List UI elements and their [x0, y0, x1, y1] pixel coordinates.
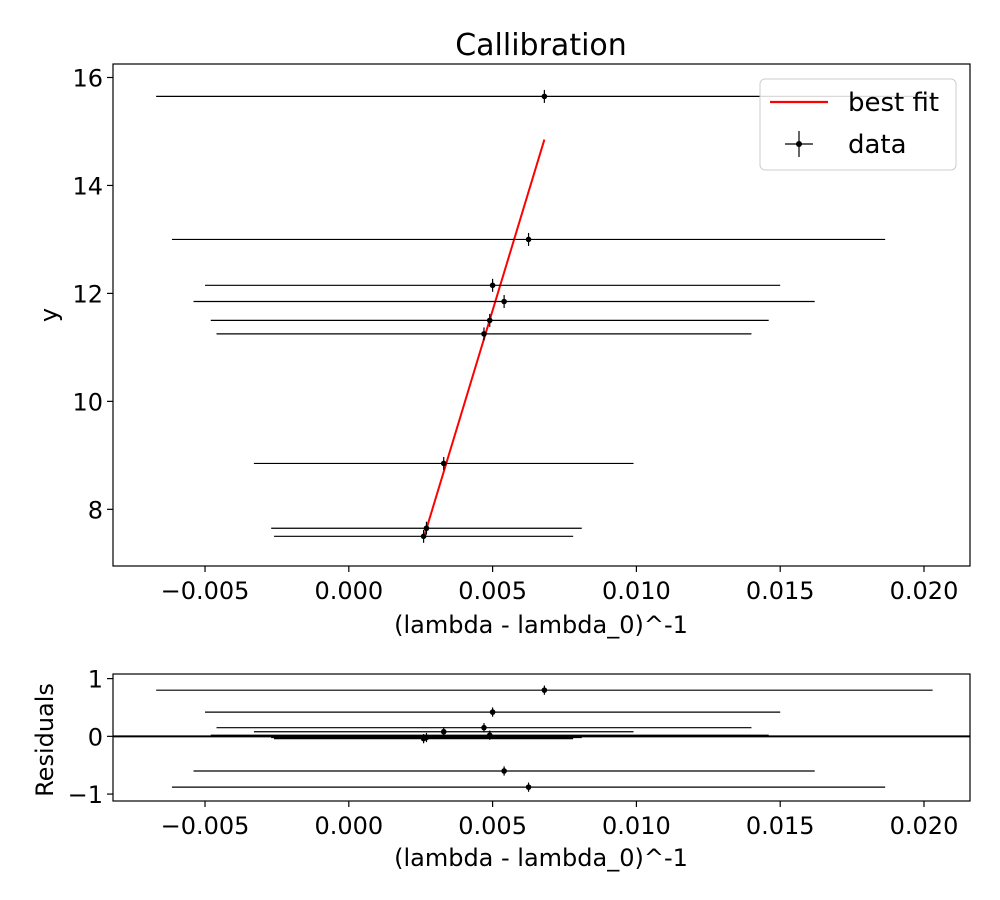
main-data-point: [210, 313, 769, 327]
main-data-point: [274, 529, 574, 543]
residuals-marker: [525, 784, 532, 790]
residuals-x-tick-label: 0.005: [458, 812, 527, 840]
main-x-axis-label: (lambda - lambda_0)^-1: [394, 611, 688, 639]
legend: best fit data: [759, 78, 957, 171]
main-x-tick-label: 0.005: [458, 577, 527, 605]
main-data-point: [205, 278, 781, 292]
main-marker: [481, 331, 487, 337]
main-x-tick-label: 0.010: [602, 577, 671, 605]
residuals-plot: −0.005 0.000 0.005 0.010 0.015 0.020 −1 0 1: [68, 666, 971, 840]
residuals-x-tick-label: 0.015: [746, 812, 815, 840]
main-plot: −0.005 0.000 0.005 0.010 0.015 0.020 8 10 12 14 16: [72, 63, 971, 605]
main-y-tick-label: 14: [72, 172, 103, 200]
residuals-marker: [541, 687, 548, 693]
legend-best-fit-label: best fit: [848, 88, 939, 118]
residuals-marker: [481, 724, 487, 731]
residuals-data-point: [274, 734, 574, 744]
residuals-marker: [440, 728, 447, 735]
residuals-data-point: [171, 782, 886, 792]
main-x-tick-label: 0.000: [314, 577, 383, 605]
residuals-axes-frame: [112, 673, 971, 802]
main-marker: [501, 298, 507, 305]
residuals-data-point: [216, 723, 752, 733]
residuals-y-tick-label: 0: [88, 723, 103, 751]
residuals-data-point: [271, 732, 582, 743]
residuals-data-point: [193, 766, 815, 776]
chart-title: Callibration: [455, 28, 627, 63]
main-marker: [423, 525, 430, 532]
main-y-axis-label: y: [35, 308, 63, 322]
main-x-tick-label: −0.005: [161, 577, 250, 605]
legend-data-label: data: [848, 130, 907, 160]
residuals-y-tick-label: 1: [88, 666, 103, 694]
main-marker: [541, 93, 548, 100]
residuals-marker: [501, 768, 507, 774]
main-data-point: [271, 521, 582, 535]
main-marker: [440, 460, 447, 467]
main-y-tick-label: 10: [72, 388, 103, 416]
main-data-point: [193, 295, 815, 308]
main-x-tick-label: 0.020: [890, 577, 959, 605]
residuals-data-point: [156, 685, 933, 695]
main-data-point: [253, 456, 634, 470]
main-y-tick-label: 12: [72, 280, 103, 308]
residuals-y-tick-label: −1: [68, 781, 103, 809]
residuals-x-tick-label: 0.000: [314, 812, 383, 840]
main-data-point: [216, 327, 752, 341]
residuals-data-point: [205, 707, 781, 717]
residuals-marker: [489, 709, 496, 715]
residuals-x-axis-label: (lambda - lambda_0)^-1: [394, 844, 688, 872]
residuals-x-tick-label: 0.020: [890, 812, 959, 840]
residuals-y-axis-label: Residuals: [31, 683, 59, 797]
main-data-point: [171, 232, 886, 246]
residuals-marker: [486, 732, 493, 738]
main-y-tick-label: 16: [72, 64, 103, 92]
main-marker: [489, 282, 496, 289]
residuals-marker: [420, 735, 427, 742]
legend-data-swatch-marker: [796, 141, 802, 147]
main-y-tick-label: 8: [88, 496, 103, 524]
main-marker: [525, 236, 532, 243]
legend-data-swatch: [785, 131, 813, 157]
main-marker: [420, 533, 427, 540]
residuals-x-tick-label: −0.005: [161, 812, 250, 840]
main-x-tick-label: 0.015: [746, 577, 815, 605]
residuals-x-tick-label: 0.010: [602, 812, 671, 840]
main-axes-frame: [112, 63, 971, 567]
main-marker: [486, 317, 493, 324]
